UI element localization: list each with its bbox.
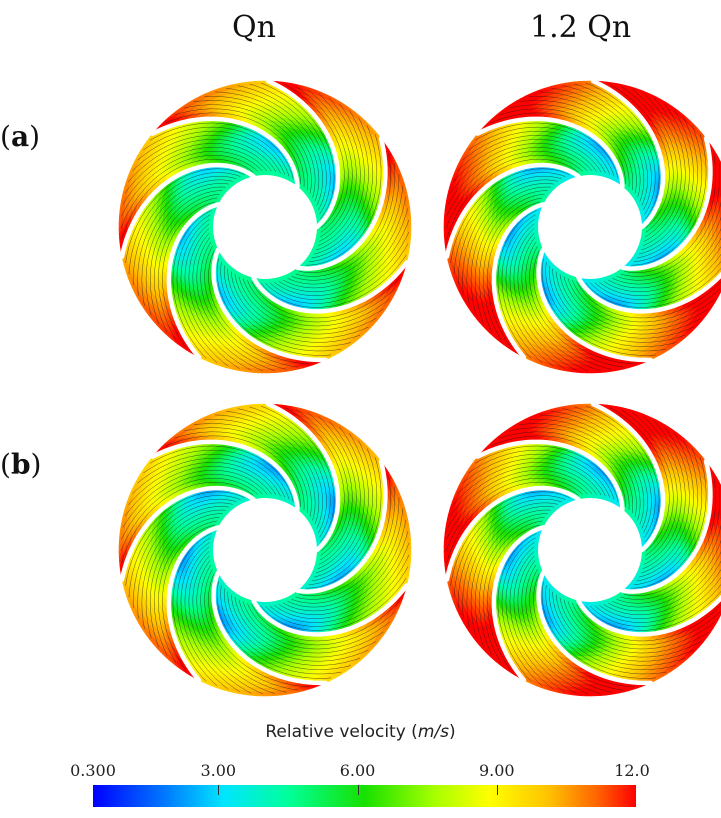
impeller-hub: [213, 498, 317, 602]
colorbar-tick: [496, 785, 498, 795]
impeller-blade: [119, 485, 256, 582]
impeller-blade: [265, 401, 341, 553]
colorbar-tick: [357, 785, 359, 795]
impeller-svg: [118, 401, 412, 697]
colorbar-tick-label: 0.300: [70, 761, 116, 780]
row-label-a: (a): [0, 120, 41, 153]
impeller-blade: [444, 485, 581, 582]
colorbar: [93, 785, 636, 807]
column-title-qn: Qn: [232, 10, 276, 45]
colorbar-tick-label: 12.0: [614, 761, 650, 780]
impeller-blade: [475, 439, 625, 512]
impeller-blade: [211, 570, 328, 686]
impeller-contour-a-qn: [115, 77, 415, 377]
impeller-blade: [620, 136, 713, 271]
impeller-blade: [536, 570, 653, 686]
impeller-blade: [491, 202, 546, 360]
colorbar-tick-label: 6.00: [339, 761, 376, 780]
impeller-hub: [538, 175, 642, 279]
colorbar-tick: [218, 785, 220, 795]
impeller-blade: [444, 162, 581, 259]
impeller-blade: [295, 136, 388, 271]
impeller-contour-b-qn: [115, 400, 415, 700]
impeller-hub: [213, 175, 317, 279]
row-label-b: (b): [0, 448, 42, 481]
colorbar-title: Relative velocity (m/s): [265, 722, 456, 742]
impeller-contour-a-1-2-qn: [440, 77, 721, 377]
impeller-svg: [443, 401, 721, 697]
colorbar-tick-label: 9.00: [478, 761, 515, 780]
impeller-blade: [590, 78, 666, 230]
impeller-blade: [119, 162, 256, 259]
impeller-hub: [538, 498, 642, 602]
impeller-blade: [251, 260, 409, 314]
impeller-blade: [475, 116, 625, 189]
impeller-blade: [251, 583, 409, 637]
impeller-blade: [576, 271, 721, 314]
impeller-blade: [166, 525, 221, 683]
impeller-blade: [536, 247, 653, 363]
impeller-svg: [118, 78, 412, 374]
column-title-1-2-qn: 1.2 Qn: [530, 10, 632, 45]
impeller-blade: [150, 439, 300, 512]
impeller-blade: [265, 78, 341, 230]
impeller-blade: [295, 459, 388, 594]
impeller-blade: [211, 247, 328, 363]
impeller-contour-b-1-2-qn: [440, 400, 721, 700]
impeller-blade: [576, 594, 721, 637]
impeller-blade: [166, 202, 221, 360]
impeller-blade: [491, 525, 546, 683]
impeller-blade: [620, 459, 713, 594]
colorbar-tick-label: 3.00: [200, 761, 237, 780]
impeller-svg: [443, 78, 721, 374]
impeller-blade: [590, 401, 666, 553]
impeller-blade: [150, 116, 300, 189]
